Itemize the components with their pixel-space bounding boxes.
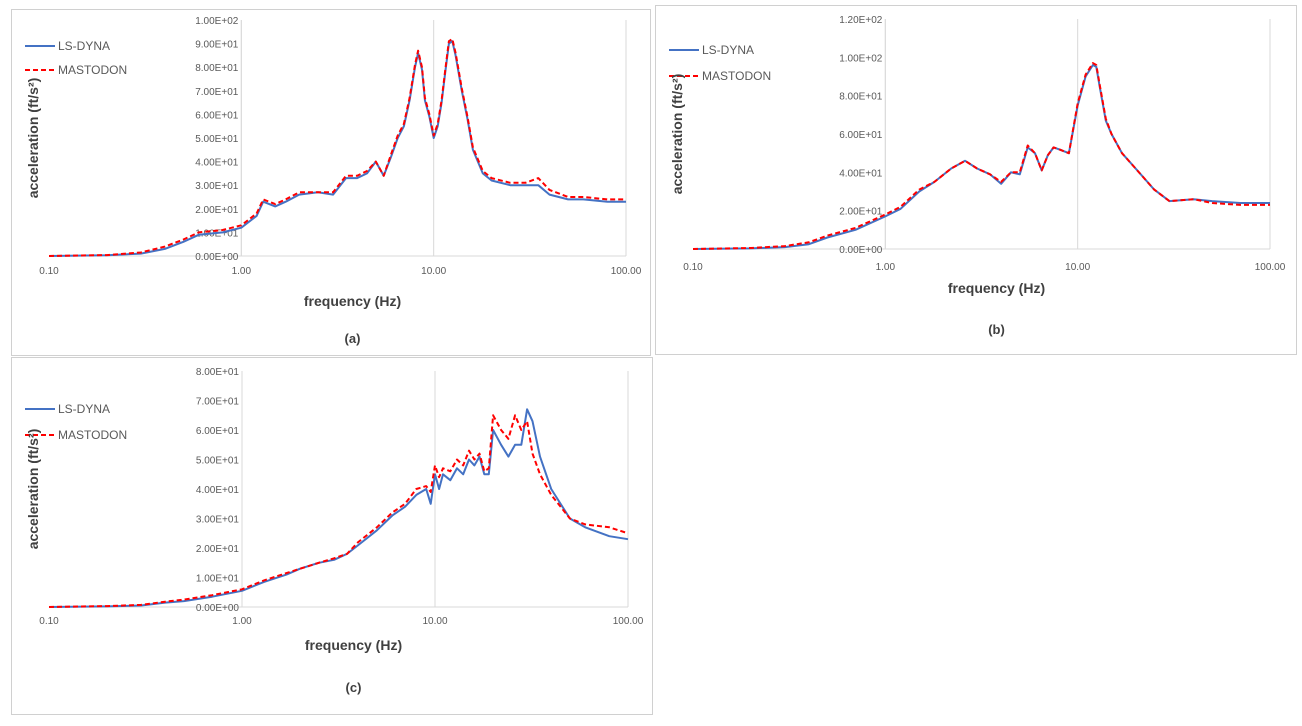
- y-tick-label: 6.00E+01: [196, 426, 240, 437]
- y-tick-label: 1.20E+02: [839, 15, 883, 26]
- y-axis-title: acceleration (ft/s²): [25, 429, 41, 550]
- y-tick-label: 7.00E+01: [196, 397, 240, 408]
- x-tick-label: 100.00: [613, 616, 644, 627]
- series-ls-dyna-line: [692, 64, 1270, 250]
- x-axis-title: frequency (Hz): [304, 293, 401, 309]
- series-mastodon-line: [48, 37, 626, 257]
- y-tick-label: 5.00E+01: [196, 456, 240, 467]
- legend-label: LS-DYNA: [58, 402, 110, 416]
- chart-c: 0.10 1.00 10.00 100.00 0.00E+00 1.00E+01 2.00E…: [25, 367, 644, 695]
- x-tick-label: 10.00: [421, 266, 446, 277]
- y-tick-label: 6.00E+01: [195, 110, 239, 121]
- y-tick-label: 2.00E+01: [196, 544, 240, 555]
- x-tick-label: 0.10: [683, 262, 703, 273]
- y-tick-label: 3.00E+01: [196, 515, 240, 526]
- x-tick-label: 0.10: [39, 616, 59, 627]
- y-tick-label: 1.00E+02: [839, 53, 883, 64]
- y-tick-label: 5.00E+01: [195, 134, 239, 145]
- chart-caption: (c): [346, 680, 362, 695]
- y-tick-label: 2.00E+01: [195, 205, 239, 216]
- series-ls-dyna-line: [48, 408, 629, 608]
- y-tick-label: 0.00E+00: [195, 252, 239, 263]
- chart-a: 0.10 1.00 10.00 100.000.00E+001.00E+012.00E…: [25, 16, 642, 346]
- y-tick-label: 2.00E+01: [839, 207, 883, 218]
- y-tick-label: 9.00E+01: [195, 40, 239, 51]
- y-tick-label: 6.00E+01: [839, 130, 883, 141]
- legend-label: MASTODON: [702, 69, 771, 83]
- y-tick-label: 1.00E+01: [196, 574, 240, 585]
- y-tick-label: 4.00E+01: [196, 485, 240, 496]
- chart-caption: (a): [345, 331, 361, 346]
- x-tick-label: 0.10: [39, 266, 59, 277]
- chart-b: 0.10 1.00 10.00 100.00 0.00E+00 2.00E+01 4.00E…: [669, 15, 1286, 337]
- x-tick-label: 100.00: [611, 266, 642, 277]
- y-tick-label: 4.00E+01: [195, 158, 239, 169]
- x-tick-label: 10.00: [1065, 262, 1090, 273]
- y-axis-title: acceleration (ft/s²): [25, 78, 41, 199]
- legend-label: MASTODON: [58, 428, 127, 442]
- x-tick-label: 1.00: [876, 262, 896, 273]
- series-ls-dyna-line: [48, 40, 626, 257]
- y-tick-label: 3.00E+01: [195, 181, 239, 192]
- y-tick-label: 7.00E+01: [195, 87, 239, 98]
- x-tick-label: 1.00: [232, 266, 252, 277]
- x-tick-label: 100.00: [1255, 262, 1286, 273]
- chart-panel-c: 0.10 1.00 10.00 100.00 0.00E+00 1.00E+01 2.00E…: [11, 357, 653, 715]
- legend-label: LS-DYNA: [702, 43, 754, 57]
- y-tick-label: 8.00E+01: [196, 367, 240, 378]
- legend-label: MASTODON: [58, 63, 127, 77]
- y-tick-label: 0.00E+00: [196, 603, 240, 614]
- x-tick-label: 10.00: [422, 616, 447, 627]
- y-tick-label: 4.00E+01: [839, 168, 883, 179]
- y-tick-label: 0.00E+00: [839, 245, 883, 256]
- legend-label: LS-DYNA: [58, 39, 110, 53]
- y-axis-title: acceleration (ft/s²): [669, 74, 685, 195]
- x-axis-title: frequency (Hz): [305, 637, 402, 653]
- series-mastodon-line: [692, 62, 1270, 250]
- y-tick-label: 8.00E+01: [195, 63, 239, 74]
- x-axis-title: frequency (Hz): [948, 280, 1045, 296]
- chart-caption: (b): [988, 322, 1005, 337]
- chart-panel-b: 0.10 1.00 10.00 100.00 0.00E+00 2.00E+01 4.00E…: [655, 5, 1297, 355]
- series-mastodon-line: [48, 414, 629, 608]
- x-tick-label: 1.00: [232, 616, 252, 627]
- chart-panel-a: 0.10 1.00 10.00 100.00 0.00E+00 1.00E+01 2.00E…: [11, 9, 651, 356]
- y-tick-label: 8.00E+01: [839, 92, 883, 103]
- y-tick-label: 1.00E+02: [195, 16, 239, 27]
